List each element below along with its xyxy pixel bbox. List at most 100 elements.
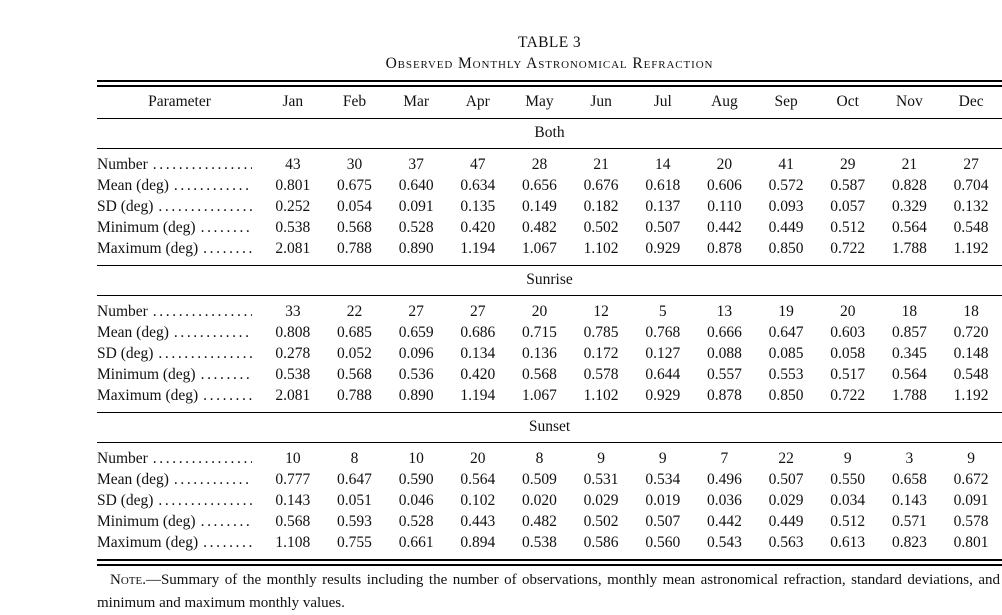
cell-value: 0.686 xyxy=(460,323,496,341)
table-row: Mean (deg)..............................… xyxy=(97,322,1002,343)
cell-value: 0.785 xyxy=(583,323,619,341)
cell-value: 0.644 xyxy=(645,365,681,383)
cell-value: 0.768 xyxy=(645,323,681,341)
cell-value: 0.528 xyxy=(398,512,434,530)
cell-value: 0.672 xyxy=(953,470,989,488)
cell-value: 0.538 xyxy=(275,218,311,236)
row-label-cell: Number..................................… xyxy=(97,295,262,322)
cell-value: 1.788 xyxy=(891,239,927,257)
cell-value: 0.801 xyxy=(953,533,989,551)
month-column-header: Nov xyxy=(878,87,941,119)
cell-value: 0.512 xyxy=(830,218,866,236)
cell-value: 0.676 xyxy=(583,176,619,194)
cell-value: 0.850 xyxy=(768,386,804,404)
cell-value: 33 xyxy=(285,302,301,320)
cell-value: 0.137 xyxy=(645,197,681,215)
cell-value: 0.507 xyxy=(645,218,681,236)
cell-value: 18 xyxy=(901,302,918,320)
cell-value: 19 xyxy=(778,302,794,320)
month-column-header: Jul xyxy=(631,87,694,119)
cell-value: 1.067 xyxy=(522,239,557,257)
cell-value: 0.029 xyxy=(768,491,804,509)
parameter-column-header: Parameter xyxy=(97,87,262,119)
cell-value: 0.850 xyxy=(768,239,804,257)
row-label: SD (deg) xyxy=(97,344,154,362)
cell-value: 0.132 xyxy=(953,197,989,215)
cell-value: 0.578 xyxy=(953,512,989,530)
cell-value: 0.715 xyxy=(522,323,557,341)
cell-value: 0.143 xyxy=(275,491,311,509)
cell-value: 5 xyxy=(658,302,667,320)
leader-dots: ........................................… xyxy=(200,512,252,530)
cell-value: 20 xyxy=(716,155,733,173)
table-section: SunsetNumber............................… xyxy=(97,411,1002,559)
cell-value: 0.502 xyxy=(583,218,619,236)
row-label: Minimum (deg) xyxy=(97,512,196,530)
cell-value: 0.647 xyxy=(337,470,372,488)
leader-dots: ........................................… xyxy=(203,533,252,551)
row-label-cell: Minimum (deg)...........................… xyxy=(97,511,262,532)
cell-value: 0.586 xyxy=(583,533,619,551)
leader-dots: ........................................… xyxy=(158,197,252,215)
cell-value: 1.194 xyxy=(460,239,496,257)
cell-value: 0.482 xyxy=(522,218,557,236)
cell-value: 0.085 xyxy=(768,344,804,362)
row-label-cell: Maximum (deg)...........................… xyxy=(97,385,262,413)
cell-value: 0.420 xyxy=(460,218,496,236)
cell-value: 0.091 xyxy=(398,197,434,215)
row-label: Mean (deg) xyxy=(97,470,169,488)
cell-value: 0.538 xyxy=(275,365,311,383)
month-column-header: Apr xyxy=(446,87,509,119)
cell-value: 0.345 xyxy=(891,344,927,362)
cell-value: 41 xyxy=(778,155,794,173)
table-row: SD (deg)................................… xyxy=(97,196,1002,217)
cell-value: 0.443 xyxy=(460,512,496,530)
data-table: Parameter Jan Feb Mar Apr May Jun Jul Aug Sep Oct N… xyxy=(97,87,1002,559)
cell-value: 0.564 xyxy=(891,365,927,383)
column-header-row: Parameter Jan Feb Mar Apr May Jun Jul Aug Sep Oct N… xyxy=(97,87,1002,119)
cell-value: 0.531 xyxy=(583,470,619,488)
cell-value: 0.788 xyxy=(337,239,372,257)
cell-value: 0.420 xyxy=(460,365,496,383)
cell-value: 0.890 xyxy=(398,386,434,404)
cell-value: 0.808 xyxy=(275,323,311,341)
section-header-row: Both xyxy=(97,118,1002,149)
cell-value: 0.136 xyxy=(522,344,557,362)
cell-value: 0.517 xyxy=(830,365,866,383)
cell-value: 0.878 xyxy=(706,239,742,257)
cell-value: 0.110 xyxy=(707,197,742,215)
row-label-cell: Minimum (deg)...........................… xyxy=(97,217,262,238)
month-column-header: Jun xyxy=(570,87,632,119)
cell-value: 0.568 xyxy=(337,218,372,236)
cell-value: 0.722 xyxy=(830,386,866,404)
cell-value: 0.828 xyxy=(891,176,927,194)
cell-value: 9 xyxy=(967,449,975,467)
table-row: Maximum (deg)...........................… xyxy=(97,532,1002,559)
cell-value: 30 xyxy=(346,155,363,173)
cell-value: 0.658 xyxy=(891,470,927,488)
cell-value: 0.088 xyxy=(706,344,742,362)
cell-value: 0.036 xyxy=(706,491,742,509)
cell-value: 0.801 xyxy=(275,176,311,194)
cell-value: 0.182 xyxy=(583,197,619,215)
cell-value: 29 xyxy=(839,155,856,173)
cell-value: 0.640 xyxy=(398,176,434,194)
leader-dots: ........................................… xyxy=(203,239,252,257)
cell-value: 0.534 xyxy=(645,470,681,488)
cell-value: 0.647 xyxy=(768,323,804,341)
row-label-cell: Maximum (deg)...........................… xyxy=(97,532,262,559)
row-label: Mean (deg) xyxy=(97,323,169,341)
cell-value: 0.029 xyxy=(583,491,619,509)
cell-value: 21 xyxy=(901,155,918,173)
cell-value: 0.722 xyxy=(830,239,866,257)
cell-value: 0.587 xyxy=(830,176,866,194)
cell-value: 27 xyxy=(963,155,979,173)
cell-value: 0.507 xyxy=(645,512,681,530)
cell-value: 0.593 xyxy=(337,512,372,530)
cell-value: 43 xyxy=(285,155,301,173)
month-column-header: Oct xyxy=(816,87,879,119)
row-label: SD (deg) xyxy=(97,491,154,509)
cell-value: 0.512 xyxy=(830,512,866,530)
cell-value: 12 xyxy=(593,302,609,320)
cell-value: 0.034 xyxy=(830,491,866,509)
